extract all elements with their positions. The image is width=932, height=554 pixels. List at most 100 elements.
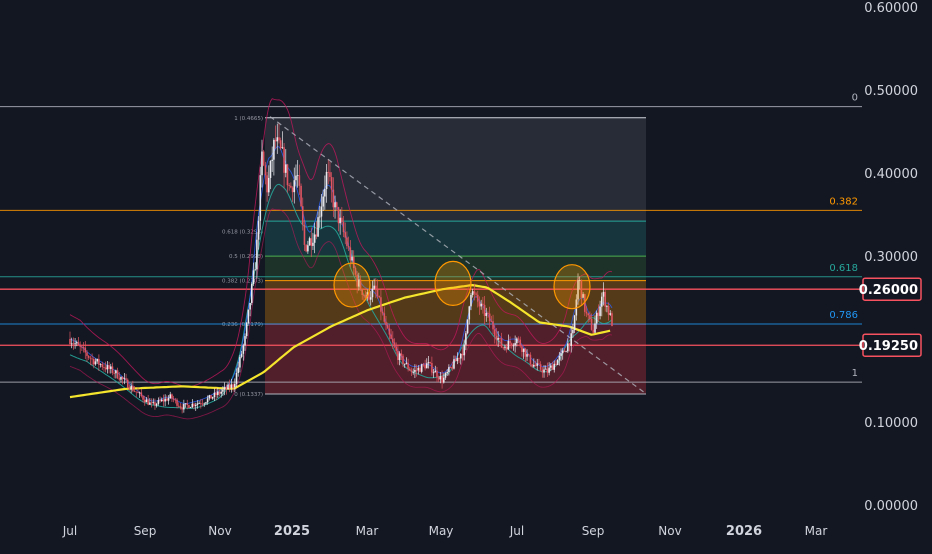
candle-body [572, 329, 574, 334]
candle-body [286, 164, 289, 186]
candle-body [176, 399, 178, 406]
candle-body [140, 392, 143, 397]
candle-body [186, 403, 189, 406]
candle-body [521, 346, 523, 352]
candle-body [74, 343, 76, 345]
candle-body [223, 387, 226, 390]
y-tick-label: 0.60000 [864, 1, 918, 16]
candle-body [184, 403, 187, 405]
candle-body [130, 385, 132, 390]
candle-body [227, 384, 229, 390]
candle-body [400, 353, 403, 356]
candle-body [149, 402, 151, 405]
candle-body [509, 340, 511, 344]
candle-body [75, 342, 78, 344]
candle-body [539, 364, 542, 370]
candle-body [92, 359, 95, 365]
candle-body [487, 313, 489, 314]
candle-body [271, 159, 273, 161]
candle-body [364, 295, 367, 298]
candle-body [264, 165, 267, 176]
candle-body [125, 378, 127, 380]
candle-body [206, 398, 209, 403]
candle-body [320, 206, 323, 217]
fib-line-label: 0 [852, 93, 858, 104]
candle-body [335, 202, 338, 208]
candle-body [228, 384, 231, 389]
candle-body [193, 403, 195, 407]
candle-body [250, 283, 253, 303]
candle-body [507, 340, 510, 350]
candle-body [434, 370, 437, 373]
fib-zone-label: 1 (0.4665) [234, 116, 263, 122]
candle-body [392, 338, 394, 343]
candle-body [137, 392, 139, 394]
candle-body [606, 306, 608, 307]
candle-body [247, 309, 250, 323]
candle-body [256, 239, 258, 270]
candle-body [415, 369, 418, 371]
candle-body [79, 344, 81, 347]
candle-body [519, 339, 522, 347]
candle-body [116, 370, 119, 379]
candle-body [470, 295, 472, 307]
candle-body [308, 238, 311, 246]
candle-body [252, 270, 255, 284]
candle-body [611, 313, 613, 326]
fib-line-label: 0.618 [829, 263, 858, 274]
candle-body [339, 217, 341, 224]
candle-body [162, 399, 165, 402]
candle-body [152, 402, 155, 403]
candle-body [356, 274, 358, 287]
candle-body [417, 367, 420, 371]
candle-body [458, 358, 460, 359]
candle-body [375, 285, 377, 289]
candle-body [239, 356, 241, 368]
candle-body [303, 224, 306, 245]
candle-body [262, 151, 265, 166]
candle-body [448, 367, 450, 372]
candle-body [72, 343, 75, 345]
candle-body [589, 315, 591, 319]
candle-body [82, 347, 85, 348]
candle-body [96, 358, 98, 362]
candle-body [558, 355, 561, 360]
fib-line-label: 0.382 [829, 196, 858, 207]
candle-body [522, 348, 525, 352]
candle-body [325, 171, 328, 190]
candle-body [604, 291, 606, 307]
candle-body [505, 346, 508, 350]
candle-body [442, 377, 445, 383]
candle-body [208, 395, 211, 399]
candle-body [164, 398, 166, 402]
candle-body [135, 391, 138, 393]
candle-body [451, 367, 454, 369]
candle-body [590, 318, 593, 330]
candle-body [126, 379, 129, 388]
candle-body [327, 171, 330, 173]
candle-body [410, 370, 413, 372]
candle-body [242, 345, 245, 354]
candle-body [456, 358, 459, 362]
candle-body [98, 358, 100, 365]
candle-body [556, 359, 559, 365]
highlight-circle [434, 260, 472, 306]
candle-body [527, 354, 530, 355]
candle-body [531, 364, 533, 367]
candle-body [526, 354, 528, 357]
candle-body [344, 232, 347, 238]
candle-body [595, 312, 598, 324]
fib-zone [265, 221, 646, 257]
candle-body [298, 175, 301, 186]
candle-body [210, 395, 212, 399]
candle-body [217, 391, 219, 395]
candle-body [383, 313, 386, 322]
candle-body [431, 363, 433, 373]
x-tick-label: May [429, 524, 454, 538]
candle-body [538, 363, 540, 365]
x-axis: Jul Sep Nov 2025 Mar May Jul Sep Nov 2026 Mar [62, 524, 828, 539]
candle-body [429, 362, 431, 364]
candle-body [259, 175, 262, 221]
green-band [69, 183, 613, 410]
